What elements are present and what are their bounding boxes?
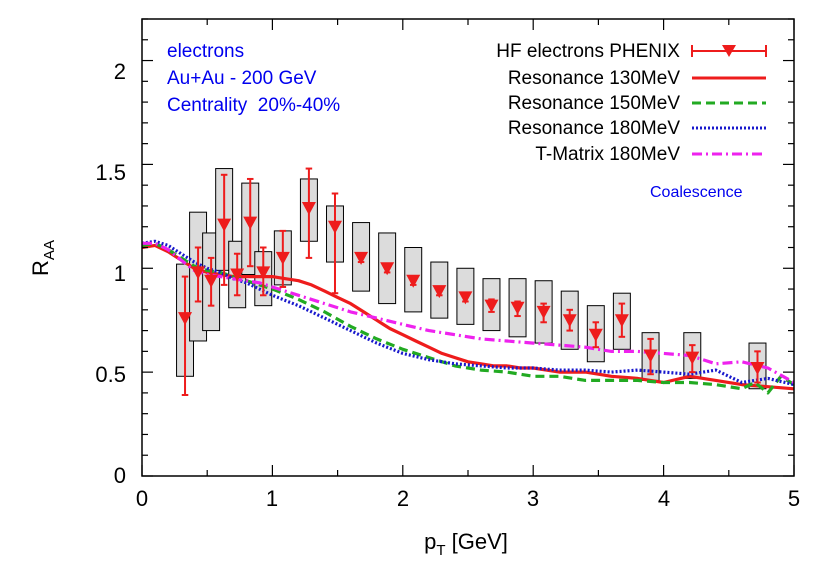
data-point-marker xyxy=(204,274,219,288)
data-point-marker xyxy=(750,361,765,375)
data-point-marker xyxy=(354,251,369,265)
systematic-error-boxes xyxy=(176,168,767,390)
xtick-label: 4 xyxy=(658,486,670,511)
data-point-marker xyxy=(217,218,232,232)
data-point-marker xyxy=(380,262,395,276)
data-point-marker xyxy=(614,314,629,328)
legend-marker-data xyxy=(691,45,767,57)
ytick-label: 0.5 xyxy=(95,362,126,387)
ytick-label: 0 xyxy=(114,463,126,488)
xtick-label: 1 xyxy=(266,486,278,511)
y-axis-title-sub: AA xyxy=(41,240,58,260)
xtick-label: 2 xyxy=(397,486,409,511)
curve-resonance-180 xyxy=(142,239,794,387)
data-point-marker xyxy=(191,266,206,280)
legend: HF electrons PHENIX Resonance 130MeV Res… xyxy=(496,41,767,165)
data-point-marker xyxy=(178,312,193,326)
data-point-marker xyxy=(562,314,577,328)
data-point-marker xyxy=(685,351,700,365)
data-point-marker xyxy=(484,299,499,313)
data-point-marker xyxy=(536,305,551,319)
x-axis-title-rest: [GeV] xyxy=(446,529,508,554)
curve-tmatrix-180 xyxy=(142,241,794,384)
x-axis-title-sub: T xyxy=(436,542,445,559)
curve-resonance-130 xyxy=(142,243,794,391)
annotation-system: Au+Au - 200 GeV xyxy=(167,68,317,89)
data-point-marker xyxy=(432,285,447,299)
ytick-label: 1.5 xyxy=(95,160,126,185)
data-point-marker xyxy=(256,266,271,280)
data-point-marker xyxy=(406,274,421,288)
data-point-marker xyxy=(230,268,245,282)
axis-ticks xyxy=(141,18,795,477)
annotation-particle: electrons xyxy=(167,41,244,62)
x-axis-title: pT [GeV] xyxy=(424,529,508,559)
y-axis-title-main: R xyxy=(28,260,53,276)
data-point-marker xyxy=(301,202,316,216)
data-point-marker xyxy=(643,349,658,363)
y-axis-title: RAA xyxy=(28,240,58,276)
xtick-label: 3 xyxy=(527,486,539,511)
legend-label-res180: Resonance 180MeV xyxy=(508,118,680,139)
legend-label-res150: Resonance 150MeV xyxy=(508,93,680,114)
data-point-marker xyxy=(588,328,603,342)
data-point-marker xyxy=(243,216,258,230)
data-point-marker xyxy=(510,301,525,315)
ytick-label: 1 xyxy=(114,261,126,286)
xtick-label: 0 xyxy=(136,486,148,511)
ytick-label: 2 xyxy=(114,59,126,84)
legend-label-tmatrix: T-Matrix 180MeV xyxy=(535,144,680,165)
x-axis-title-main: p xyxy=(424,529,436,554)
xtick-label: 5 xyxy=(788,486,800,511)
annotation-centrality: Centrality 20%-40% xyxy=(167,95,340,116)
legend-label-res130: Resonance 130MeV xyxy=(508,68,680,89)
data-point-marker xyxy=(275,251,290,265)
data-points xyxy=(178,167,765,396)
coalescence-label: Coalescence xyxy=(650,184,743,201)
legend-label-data: HF electrons PHENIX xyxy=(496,41,680,62)
data-point-marker xyxy=(327,220,342,234)
data-point-marker xyxy=(458,291,473,305)
